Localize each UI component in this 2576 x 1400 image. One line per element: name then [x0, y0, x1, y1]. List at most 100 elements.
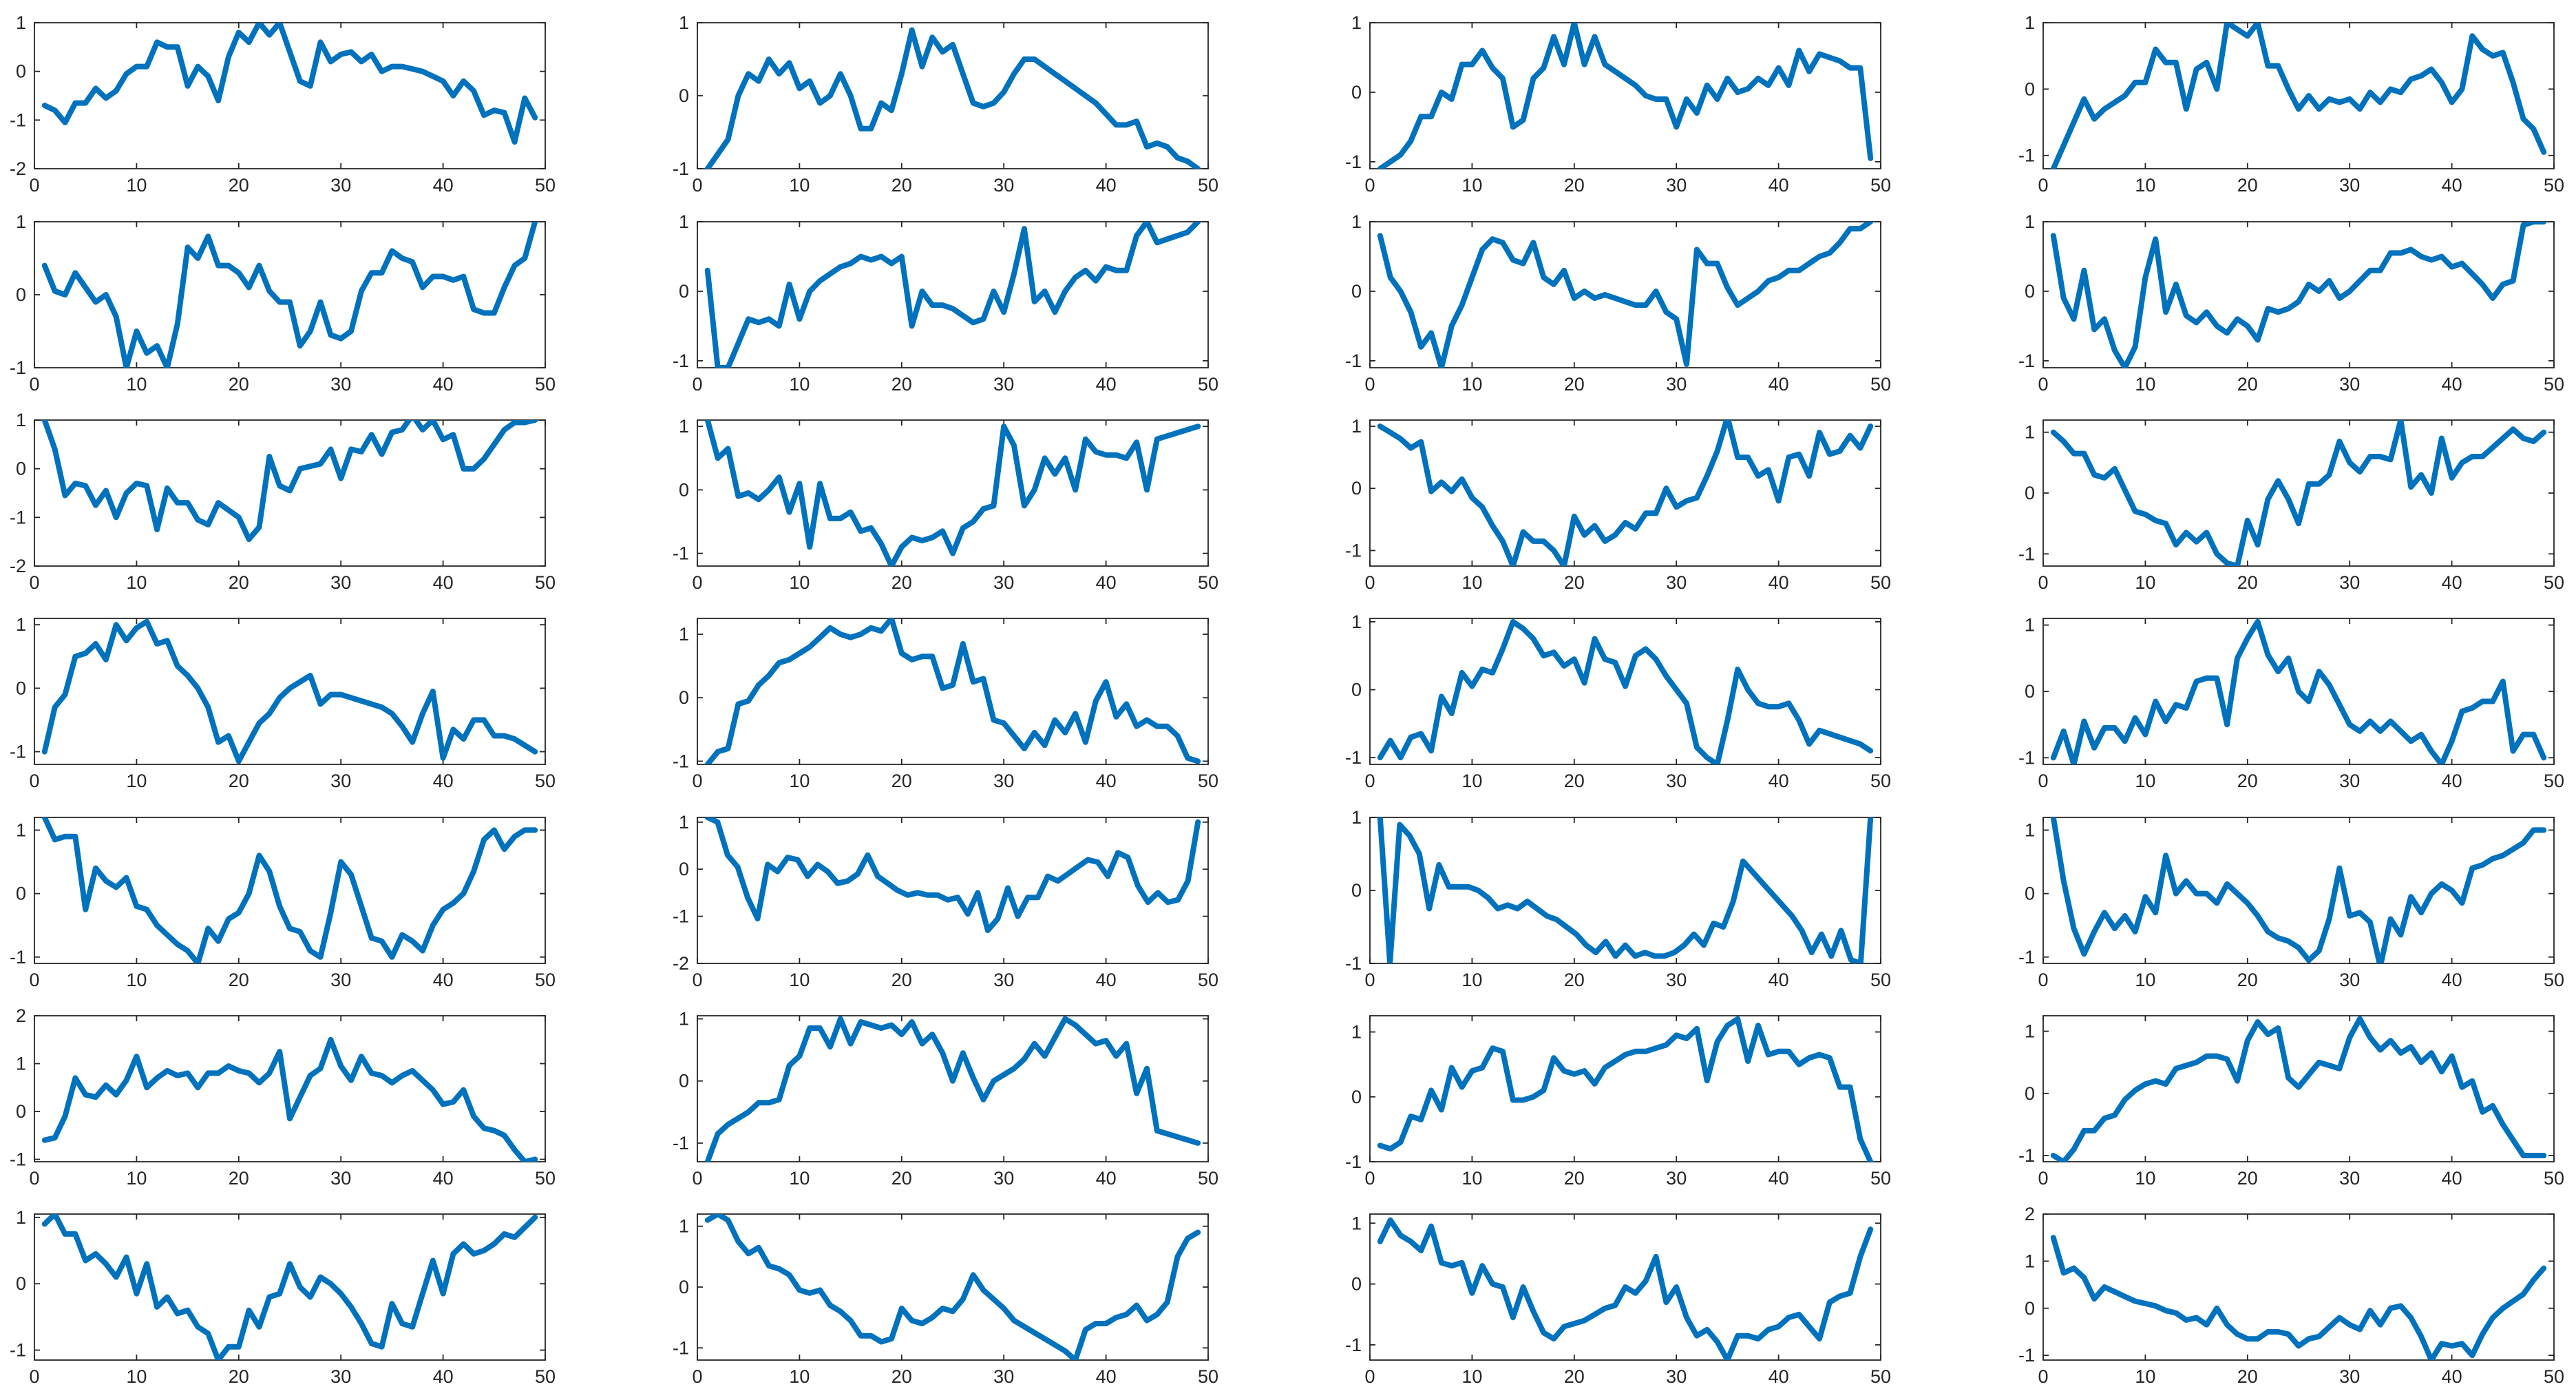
y-tick-label: 1 — [16, 614, 26, 635]
series-line — [41, 222, 538, 368]
x-tick-label: 50 — [535, 1366, 556, 1387]
x-tick-label: 10 — [126, 1366, 147, 1387]
x-tick-label: 30 — [993, 1366, 1014, 1387]
x-tick-label: 20 — [2237, 1168, 2258, 1189]
axes-box — [34, 817, 546, 964]
x-tick-label: 40 — [1096, 374, 1117, 395]
x-tick-label: 0 — [1364, 1366, 1375, 1387]
subplot-8: 0 10 20 30 40 50-101 — [2018, 211, 2564, 395]
axes-box — [1369, 1213, 1881, 1361]
x-tick-label: 40 — [2442, 970, 2462, 990]
y-tick-label: -2 — [673, 953, 689, 974]
x-tick-label: 50 — [1870, 1366, 1891, 1387]
x-tick-label: 10 — [126, 175, 147, 196]
x-tick-label: 50 — [2544, 175, 2564, 196]
subplot-26: 0 10 20 30 40 50-101 — [673, 1213, 1218, 1387]
y-tick-label: 1 — [1351, 1022, 1362, 1043]
x-tick-label: 30 — [2339, 572, 2360, 593]
x-tick-label: 20 — [1564, 1168, 1585, 1189]
x-tick-label: 40 — [1769, 374, 1789, 395]
y-tick-label: -1 — [10, 507, 26, 527]
x-tick-label: 0 — [29, 970, 39, 990]
x-tick-label: 50 — [535, 175, 556, 196]
x-tick-label: 20 — [1564, 175, 1585, 196]
x-tick-label: 10 — [126, 374, 147, 395]
y-tick-label: 0 — [1351, 82, 1362, 103]
subplot-19: 0 10 20 30 40 50-101 — [1345, 807, 1891, 990]
y-tick-label: 1 — [1351, 1213, 1362, 1233]
x-tick-label: 30 — [330, 1366, 351, 1387]
x-tick-label: 0 — [2038, 175, 2048, 196]
y-tick-label: -1 — [673, 351, 689, 371]
y-tick-label: 0 — [16, 1101, 26, 1122]
series-line — [1377, 222, 1874, 368]
x-tick-label: 0 — [2038, 1168, 2048, 1189]
y-tick-label: 1 — [1351, 807, 1362, 828]
x-tick-label: 40 — [1096, 771, 1117, 791]
y-tick-label: 0 — [679, 281, 689, 302]
y-tick-label: 1 — [2025, 12, 2035, 33]
x-tick-label: 10 — [2135, 970, 2155, 990]
x-tick-label: 10 — [1461, 771, 1482, 791]
subplot-2: 0 10 20 30 40 50-101 — [673, 12, 1218, 196]
x-tick-label: 10 — [789, 572, 810, 593]
x-tick-label: 0 — [29, 572, 39, 593]
subplot-15: 0 10 20 30 40 50-101 — [1345, 612, 1891, 791]
x-tick-label: 20 — [1564, 970, 1585, 990]
x-tick-label: 40 — [433, 1168, 454, 1189]
x-tick-label: 20 — [891, 572, 912, 593]
y-tick-label: 0 — [679, 859, 689, 879]
x-tick-label: 30 — [2339, 374, 2360, 395]
y-tick-label: -1 — [2018, 947, 2035, 968]
y-tick-label: -1 — [1345, 1151, 1362, 1172]
x-tick-label: 40 — [2442, 175, 2462, 196]
y-tick-label: 1 — [679, 1009, 689, 1030]
axes-box — [34, 419, 546, 567]
x-tick-label: 20 — [2237, 175, 2258, 196]
x-tick-label: 20 — [2237, 970, 2258, 990]
y-tick-label: -1 — [10, 109, 26, 130]
y-tick-label: -1 — [1345, 540, 1362, 561]
x-tick-label: 40 — [1096, 572, 1117, 593]
axes-box — [2042, 419, 2555, 567]
x-tick-label: 10 — [2135, 175, 2155, 196]
y-tick-label: -1 — [2018, 1145, 2035, 1166]
x-tick-label: 0 — [692, 1366, 702, 1387]
series-line — [1377, 420, 1874, 566]
y-tick-label: 1 — [679, 812, 689, 833]
series-line — [2050, 618, 2547, 764]
x-tick-label: 50 — [2544, 1366, 2564, 1387]
x-tick-label: 40 — [1769, 1168, 1789, 1189]
y-tick-label: 1 — [16, 410, 26, 430]
x-tick-label: 0 — [2038, 771, 2048, 791]
axes-box — [2042, 1015, 2555, 1162]
y-tick-label: 1 — [2025, 1251, 2035, 1271]
x-tick-label: 20 — [229, 175, 249, 196]
x-tick-label: 0 — [2038, 970, 2048, 990]
x-tick-label: 0 — [1364, 970, 1375, 990]
subplot-24: 0 10 20 30 40 50-101 — [2018, 1015, 2564, 1189]
axes-box — [34, 1015, 546, 1162]
subplot-7: 0 10 20 30 40 50-101 — [1345, 211, 1891, 395]
x-tick-label: 0 — [2038, 572, 2048, 593]
series-line — [1377, 1217, 1874, 1360]
x-tick-label: 40 — [2442, 374, 2462, 395]
x-tick-label: 50 — [1198, 1366, 1218, 1387]
x-tick-label: 0 — [692, 374, 702, 395]
x-tick-label: 20 — [891, 1366, 912, 1387]
y-tick-label: -1 — [10, 947, 26, 968]
y-tick-label: 1 — [2025, 211, 2035, 232]
y-tick-label: 2 — [2025, 1204, 2035, 1224]
y-tick-label: 0 — [1351, 281, 1362, 302]
y-tick-label: 0 — [16, 61, 26, 82]
series-line — [2050, 1016, 2547, 1162]
x-tick-label: 40 — [1769, 1366, 1789, 1387]
y-tick-label: -1 — [10, 1149, 26, 1170]
x-tick-label: 0 — [1364, 771, 1375, 791]
x-tick-label: 0 — [692, 1168, 702, 1189]
x-tick-label: 40 — [1769, 970, 1789, 990]
x-tick-label: 10 — [126, 970, 147, 990]
y-tick-label: 0 — [2025, 281, 2035, 302]
series-line — [704, 420, 1201, 566]
